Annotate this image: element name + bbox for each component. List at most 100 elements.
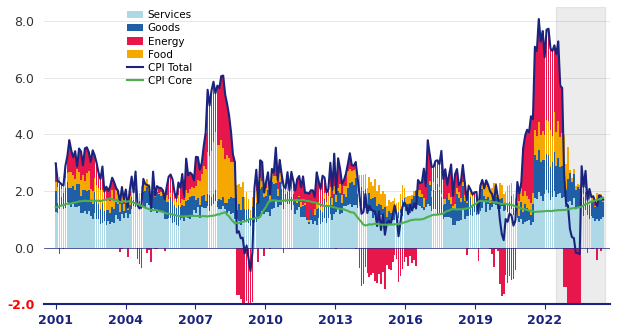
Bar <box>111 190 113 207</box>
Bar <box>439 164 441 187</box>
Bar <box>337 191 339 209</box>
Bar <box>65 166 66 178</box>
Bar <box>526 130 528 196</box>
Bar <box>60 189 62 197</box>
Bar <box>592 201 594 218</box>
Bar <box>597 219 598 248</box>
Bar <box>308 224 310 248</box>
Bar <box>452 225 454 248</box>
Bar <box>57 180 59 187</box>
Bar <box>563 135 565 162</box>
Bar <box>82 175 84 190</box>
Bar <box>275 148 276 176</box>
Bar <box>199 205 201 218</box>
Bar <box>137 248 138 259</box>
Bar <box>292 194 294 205</box>
Bar <box>139 192 140 201</box>
Bar <box>170 218 172 248</box>
Bar <box>279 160 281 173</box>
Bar <box>283 208 284 248</box>
Bar <box>166 219 168 248</box>
Bar <box>250 218 251 226</box>
Bar <box>472 216 473 248</box>
Bar <box>358 175 360 189</box>
Bar <box>540 162 542 196</box>
Bar <box>324 178 325 193</box>
Bar <box>435 191 436 209</box>
Bar <box>518 216 520 222</box>
Bar <box>483 201 485 248</box>
Bar <box>300 207 302 217</box>
Bar <box>271 169 273 174</box>
Bar <box>97 173 99 188</box>
Bar <box>226 155 228 203</box>
Bar <box>384 248 386 289</box>
Bar <box>456 194 458 221</box>
Bar <box>172 222 173 248</box>
CPI Total <box>247 269 254 273</box>
Bar <box>410 213 411 248</box>
Bar <box>151 201 152 212</box>
Bar <box>283 181 284 187</box>
CPI Total <box>368 207 375 211</box>
Bar <box>265 212 267 248</box>
Bar <box>100 179 101 190</box>
Bar <box>505 248 507 275</box>
Bar <box>421 208 423 248</box>
Bar <box>483 188 485 189</box>
Bar <box>78 172 80 184</box>
Bar <box>121 186 123 202</box>
Bar <box>468 215 470 248</box>
Bar <box>447 185 448 198</box>
Bar <box>462 182 463 186</box>
Bar <box>189 173 191 189</box>
Bar <box>144 191 146 207</box>
Bar <box>59 184 60 209</box>
Bar <box>302 205 304 206</box>
Bar <box>263 184 265 197</box>
Bar <box>479 195 481 211</box>
Bar <box>585 192 586 210</box>
Bar <box>96 185 97 200</box>
Bar <box>569 201 571 248</box>
Bar <box>180 188 181 203</box>
Bar <box>429 185 431 206</box>
Bar <box>516 182 518 183</box>
Bar <box>538 192 540 248</box>
Bar <box>407 248 409 266</box>
Bar <box>343 194 345 206</box>
Bar <box>331 197 333 205</box>
Bar <box>246 210 247 222</box>
Bar <box>474 198 475 212</box>
Bar <box>398 218 399 248</box>
Bar <box>336 192 337 202</box>
Bar <box>392 201 394 213</box>
Bar <box>376 217 378 248</box>
Bar <box>238 204 239 221</box>
Bar <box>499 199 500 209</box>
Bar <box>589 205 590 219</box>
Bar <box>88 190 89 211</box>
Bar <box>470 215 471 248</box>
Bar <box>347 171 349 188</box>
Bar <box>129 205 131 214</box>
Bar <box>180 207 181 220</box>
Bar <box>456 169 458 188</box>
Bar <box>353 185 355 205</box>
Bar <box>220 76 222 140</box>
Bar <box>487 204 489 248</box>
Bar <box>394 210 395 220</box>
Bar <box>365 208 366 248</box>
Bar <box>343 206 345 248</box>
Bar <box>123 199 125 204</box>
Bar <box>402 216 404 248</box>
Bar <box>70 188 72 207</box>
Bar <box>345 206 347 248</box>
Bar <box>300 201 302 207</box>
Bar <box>119 248 121 252</box>
Bar <box>308 222 310 224</box>
Bar <box>174 199 175 205</box>
Bar <box>489 190 491 203</box>
Bar <box>402 185 404 199</box>
Bar <box>289 248 290 249</box>
